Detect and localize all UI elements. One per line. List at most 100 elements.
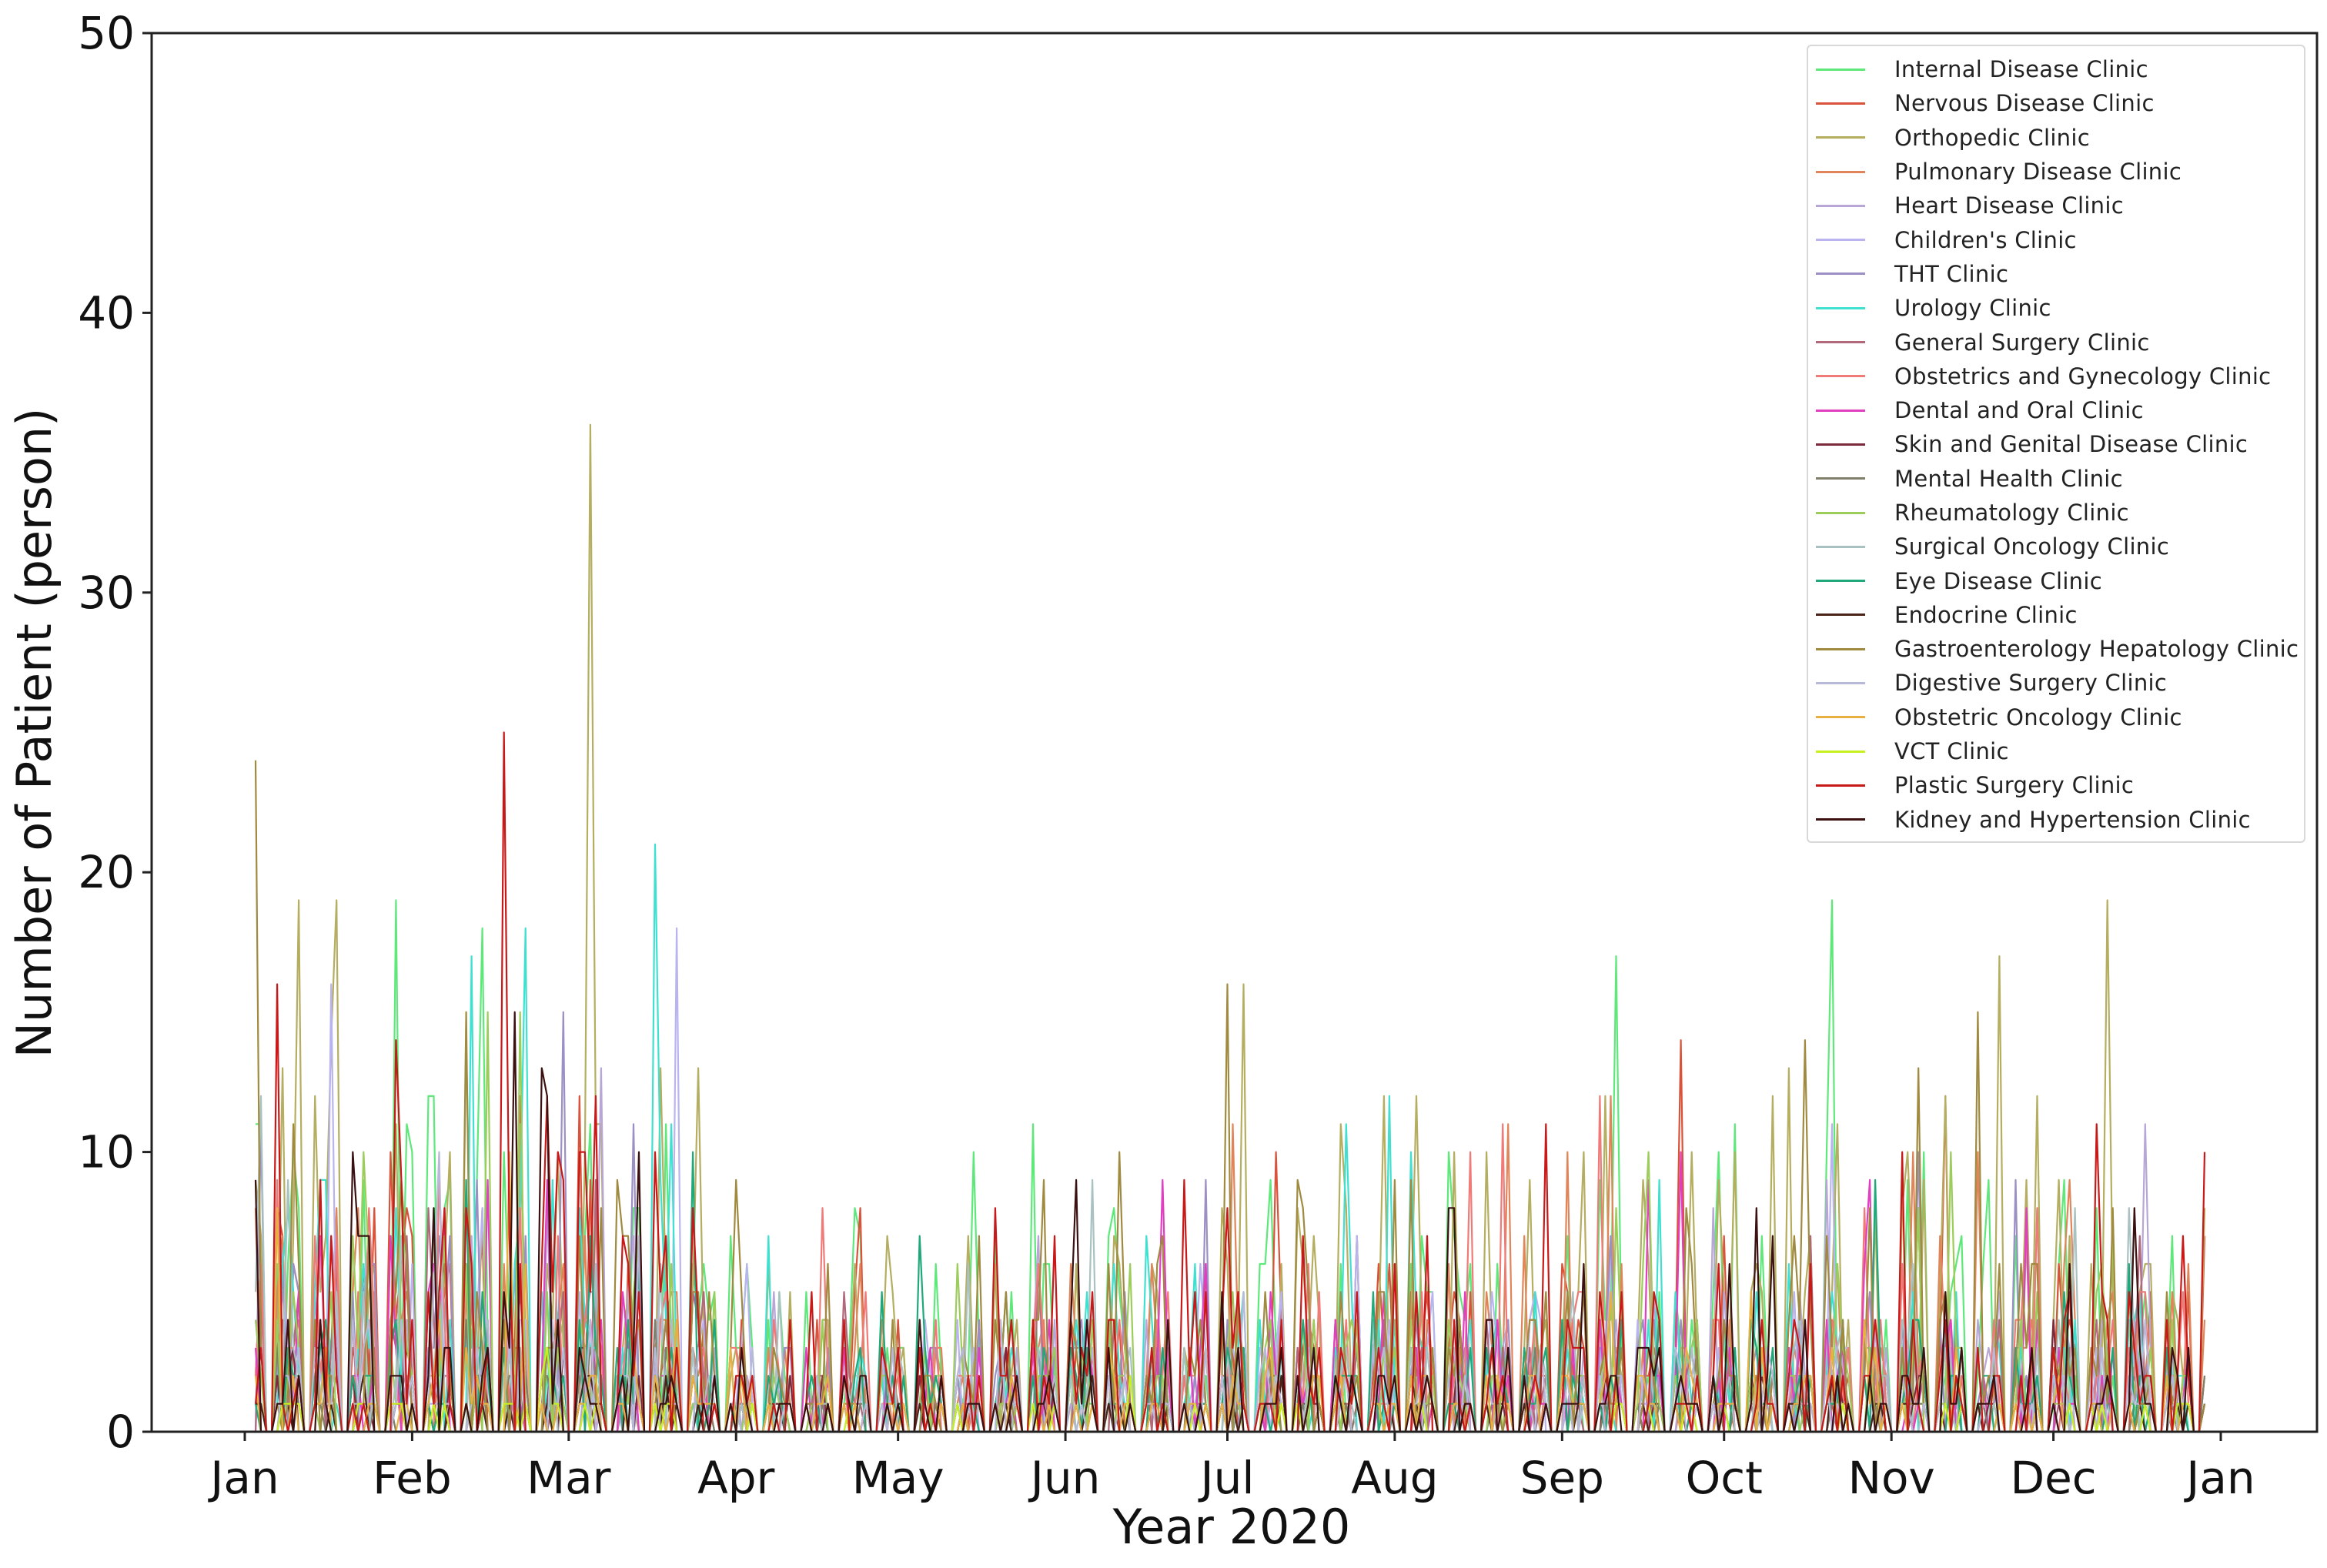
legend-line-swatch-icon [1816, 170, 1865, 173]
legend-line-swatch-icon [1816, 716, 1865, 719]
legend-line-swatch-icon [1816, 545, 1865, 548]
x-tick-label: Jul [1198, 1452, 1254, 1504]
legend-item: Dental and Oral Clinic [1808, 393, 2304, 427]
legend-line-swatch-icon [1816, 409, 1865, 412]
x-tick-label: Feb [373, 1452, 452, 1504]
legend-item: Gastroenterology Hepatology Clinic [1808, 632, 2304, 666]
y-tick-label: 30 [78, 567, 135, 619]
legend-label: Kidney and Hypertension Clinic [1894, 806, 2251, 833]
series-line [254, 760, 2206, 1433]
legend-label: Gastroenterology Hepatology Clinic [1894, 636, 2299, 663]
x-axis: Jan Feb Mar Apr May Jun Jul Aug Sep Oct Nov Dec Jan [208, 1432, 2255, 1504]
legend-label: Skin and Genital Disease Clinic [1894, 431, 2248, 458]
legend-line-swatch-icon [1816, 681, 1865, 684]
legend-label: Obstetric Oncology Clinic [1894, 704, 2182, 731]
legend-item: Nervous Disease Clinic [1808, 86, 2304, 120]
y-tick-label: 10 [78, 1126, 135, 1179]
series-line [254, 1011, 2205, 1433]
legend-item: General Surgery Clinic [1808, 325, 2304, 359]
legend-line-swatch-icon [1816, 239, 1865, 242]
legend-label: Plastic Surgery Clinic [1894, 772, 2135, 799]
legend-item: Mental Health Clinic [1808, 462, 2304, 496]
legend-label: Endocrine Clinic [1894, 601, 2078, 628]
legend-line-swatch-icon [1816, 511, 1865, 514]
legend-label: Orthopedic Clinic [1894, 124, 2090, 151]
legend-line-swatch-icon [1816, 818, 1865, 821]
y-axis: 0 10 20 30 40 50 [78, 7, 152, 1458]
legend-label: Pulmonary Disease Clinic [1894, 159, 2182, 186]
legend-line-swatch-icon [1816, 375, 1865, 378]
legend-label: General Surgery Clinic [1894, 329, 2150, 356]
legend-item: Urology Clinic [1808, 291, 2304, 325]
legend-item: Obstetric Oncology Clinic [1808, 700, 2304, 734]
y-tick-label: 0 [106, 1406, 135, 1458]
plot-frame [150, 32, 2319, 1433]
chart-legend: Internal Disease Clinic Nervous Disease C… [1807, 45, 2305, 843]
legend-item: Pulmonary Disease Clinic [1808, 155, 2304, 189]
legend-label: Nervous Disease Clinic [1894, 90, 2155, 117]
series-line [254, 1151, 2206, 1433]
y-tick-label: 50 [78, 7, 135, 59]
legend-item: Internal Disease Clinic [1808, 52, 2304, 86]
series-line [254, 1151, 2205, 1433]
x-tick-label: Jun [1028, 1452, 1101, 1504]
legend-item: Orthopedic Clinic [1808, 121, 2304, 155]
x-tick-label: May [852, 1452, 945, 1504]
y-tick-label: 40 [78, 286, 135, 339]
x-tick-label: Jan [208, 1452, 279, 1504]
legend-line-swatch-icon [1816, 784, 1865, 787]
y-axis-label: Number of Patient (person) [6, 408, 62, 1058]
legend-line-swatch-icon [1816, 204, 1865, 207]
legend-label: Dental and Oral Clinic [1894, 397, 2144, 424]
y-tick-label: 20 [78, 846, 135, 898]
x-tick-label: Aug [1351, 1452, 1438, 1504]
x-tick-label: Nov [1848, 1452, 1935, 1504]
legend-line-swatch-icon [1816, 102, 1865, 105]
legend-line-swatch-icon [1816, 136, 1865, 139]
legend-line-swatch-icon [1816, 613, 1865, 617]
legend-line-swatch-icon [1816, 647, 1865, 650]
legend-item: Skin and Genital Disease Clinic [1808, 427, 2304, 461]
legend-label: Children's Clinic [1894, 226, 2077, 253]
legend-label: Digestive Surgery Clinic [1894, 670, 2168, 697]
legend-line-swatch-icon [1816, 477, 1865, 480]
series-line [254, 731, 2206, 1433]
legend-item: Eye Disease Clinic [1808, 563, 2304, 597]
x-tick-label: Jan [2184, 1452, 2255, 1504]
legend-label: Heart Disease Clinic [1894, 192, 2124, 219]
legend-item: Heart Disease Clinic [1808, 189, 2304, 222]
legend-item: Rheumatology Clinic [1808, 496, 2304, 530]
legend-item: Endocrine Clinic [1808, 598, 2304, 632]
x-tick-label: Dec [2010, 1452, 2096, 1504]
legend-item: Surgical Oncology Clinic [1808, 530, 2304, 563]
legend-line-swatch-icon [1816, 443, 1865, 446]
legend-item: Digestive Surgery Clinic [1808, 666, 2304, 700]
legend-label: Mental Health Clinic [1894, 465, 2123, 492]
legend-label: Internal Disease Clinic [1894, 56, 2148, 83]
legend-label: Rheumatology Clinic [1894, 500, 2129, 526]
legend-item: Kidney and Hypertension Clinic [1808, 803, 2304, 837]
legend-line-swatch-icon [1816, 272, 1865, 276]
legend-label: THT Clinic [1894, 260, 2009, 287]
x-tick-label: Oct [1686, 1452, 1763, 1504]
legend-item: VCT Clinic [1808, 734, 2304, 768]
legend-item: THT Clinic [1808, 257, 2304, 291]
legend-line-swatch-icon [1816, 341, 1865, 344]
legend-label: VCT Clinic [1894, 738, 2009, 765]
x-tick-label: Apr [697, 1452, 774, 1504]
x-axis-label: Year 2020 [1112, 1499, 1351, 1555]
legend-line-swatch-icon [1816, 750, 1865, 753]
legend-label: Urology Clinic [1894, 295, 2051, 322]
x-tick-label: Mar [527, 1452, 611, 1504]
legend-line-swatch-icon [1816, 306, 1865, 309]
legend-line-swatch-icon [1816, 68, 1865, 71]
legend-item: Obstetrics and Gynecology Clinic [1808, 359, 2304, 393]
legend-label: Obstetrics and Gynecology Clinic [1894, 363, 2272, 389]
legend-item: Plastic Surgery Clinic [1808, 768, 2304, 802]
legend-label: Eye Disease Clinic [1894, 567, 2102, 594]
x-tick-label: Sep [1520, 1452, 1604, 1504]
legend-label: Surgical Oncology Clinic [1894, 533, 2170, 560]
legend-item: Children's Clinic [1808, 222, 2304, 256]
